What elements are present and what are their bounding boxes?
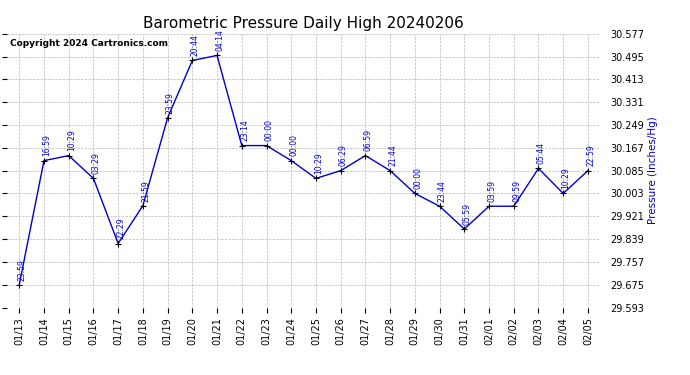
Title: Barometric Pressure Daily High 20240206: Barometric Pressure Daily High 20240206 xyxy=(144,16,464,31)
Text: 03:29: 03:29 xyxy=(92,152,101,174)
Text: 21:59: 21:59 xyxy=(141,180,150,201)
Text: 06:59: 06:59 xyxy=(364,129,373,152)
Text: 23:59: 23:59 xyxy=(166,92,175,114)
Text: 00:00: 00:00 xyxy=(413,167,422,189)
Text: Copyright 2024 Cartronics.com: Copyright 2024 Cartronics.com xyxy=(10,39,168,48)
Text: 04:14: 04:14 xyxy=(215,29,224,51)
Text: 05:44: 05:44 xyxy=(537,142,546,164)
Text: 10:29: 10:29 xyxy=(562,168,571,189)
Text: 05:59: 05:59 xyxy=(462,203,471,225)
Text: 00:00: 00:00 xyxy=(290,135,299,156)
Text: 23:14: 23:14 xyxy=(240,120,249,141)
Text: 10:29: 10:29 xyxy=(67,130,76,152)
Text: 22:29: 22:29 xyxy=(117,218,126,239)
Text: 22:59: 22:59 xyxy=(586,145,595,166)
Text: 23:44: 23:44 xyxy=(438,180,447,202)
Y-axis label: Pressure (Inches/Hg): Pressure (Inches/Hg) xyxy=(649,117,658,225)
Text: 16:59: 16:59 xyxy=(42,135,51,156)
Text: 00:00: 00:00 xyxy=(265,119,274,141)
Text: 06:29: 06:29 xyxy=(339,145,348,166)
Text: 10:29: 10:29 xyxy=(314,153,323,174)
Text: 20:44: 20:44 xyxy=(190,34,199,56)
Text: 23:59: 23:59 xyxy=(17,259,26,280)
Text: 09:59: 09:59 xyxy=(512,180,521,202)
Text: 21:44: 21:44 xyxy=(388,145,397,166)
Text: 03:59: 03:59 xyxy=(487,180,496,202)
